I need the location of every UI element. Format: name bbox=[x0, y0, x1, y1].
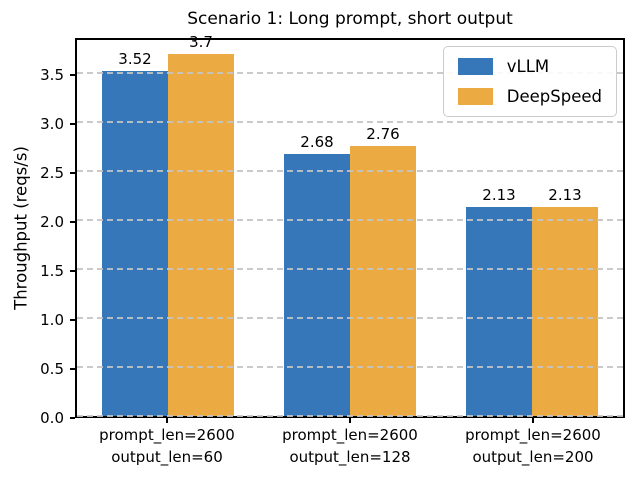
y-tick-label: 3.0 bbox=[40, 115, 64, 133]
legend-swatch-deepspeed bbox=[457, 88, 493, 105]
x-category-label: prompt_len=2600 output_len=128 bbox=[282, 426, 418, 466]
legend-label: vLLM bbox=[506, 57, 550, 76]
bar-value-label: 3.7 bbox=[189, 33, 213, 51]
x-tick-mark bbox=[532, 418, 534, 423]
y-tick-mark bbox=[70, 417, 75, 419]
y-tick-label: 0.0 bbox=[40, 409, 64, 427]
y-tick-label: 2.0 bbox=[40, 213, 64, 231]
bar-value-label: 2.76 bbox=[366, 125, 400, 143]
legend-label: DeepSpeed bbox=[506, 87, 602, 106]
y-tick-mark bbox=[70, 74, 75, 76]
legend-item-vllm: vLLM bbox=[457, 57, 602, 76]
bar-deepspeed-group3 bbox=[532, 207, 598, 416]
y-tick-label: 1.0 bbox=[40, 311, 64, 329]
legend-swatch-vllm bbox=[457, 58, 493, 75]
y-tick-mark bbox=[70, 368, 75, 370]
y-tick-label: 0.5 bbox=[40, 360, 64, 378]
bar-vllm-group3 bbox=[466, 207, 532, 416]
x-category-label: prompt_len=2600 output_len=200 bbox=[465, 426, 601, 466]
y-tick-label: 3.5 bbox=[40, 66, 64, 84]
chart-title: Scenario 1: Long prompt, short output bbox=[187, 9, 513, 29]
bar-vllm-group1 bbox=[102, 71, 168, 416]
x-tick-mark bbox=[349, 418, 351, 423]
legend: vLLM DeepSpeed bbox=[442, 46, 617, 117]
bar-value-label: 3.52 bbox=[118, 50, 152, 68]
bar-vllm-group2 bbox=[284, 154, 350, 416]
y-tick-mark bbox=[70, 319, 75, 321]
legend-item-deepspeed: DeepSpeed bbox=[457, 87, 602, 106]
bar-value-label: 2.13 bbox=[548, 186, 582, 204]
x-category-label: prompt_len=2600 output_len=60 bbox=[99, 426, 235, 466]
x-tick-mark bbox=[166, 418, 168, 423]
bar-deepspeed-group2 bbox=[350, 146, 416, 416]
y-tick-mark bbox=[70, 270, 75, 272]
bar-value-label: 2.68 bbox=[300, 133, 334, 151]
bar-deepspeed-group1 bbox=[168, 54, 234, 416]
y-tick-mark bbox=[70, 123, 75, 125]
bar-value-label: 2.13 bbox=[482, 186, 516, 204]
y-tick-mark bbox=[70, 221, 75, 223]
y-tick-label: 1.5 bbox=[40, 262, 64, 280]
y-tick-mark bbox=[70, 172, 75, 174]
y-tick-label: 2.5 bbox=[40, 164, 64, 182]
